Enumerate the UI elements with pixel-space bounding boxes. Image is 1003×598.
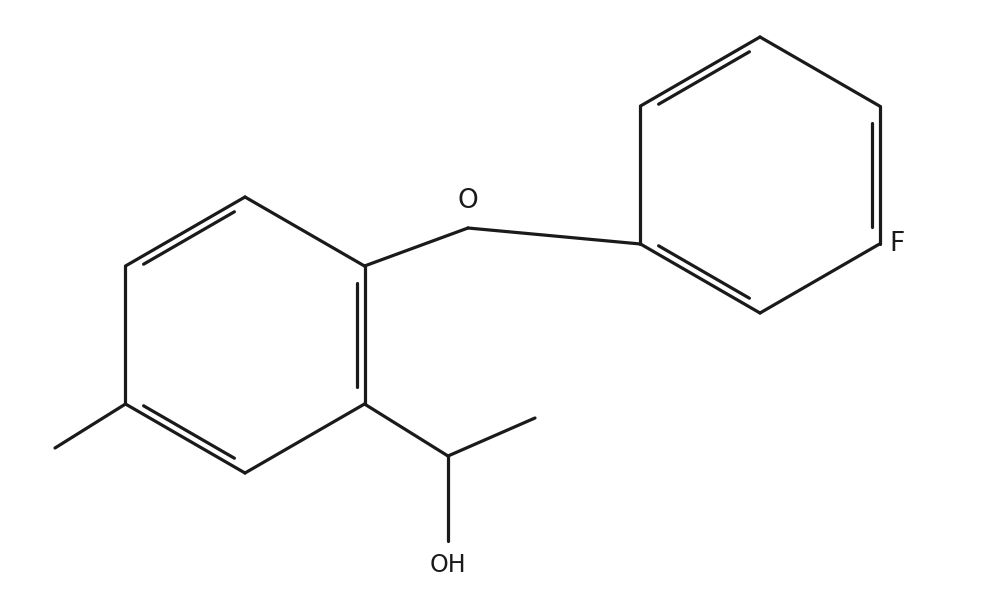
Text: OH: OH [429,553,465,577]
Text: O: O [457,188,477,214]
Text: F: F [889,231,904,257]
